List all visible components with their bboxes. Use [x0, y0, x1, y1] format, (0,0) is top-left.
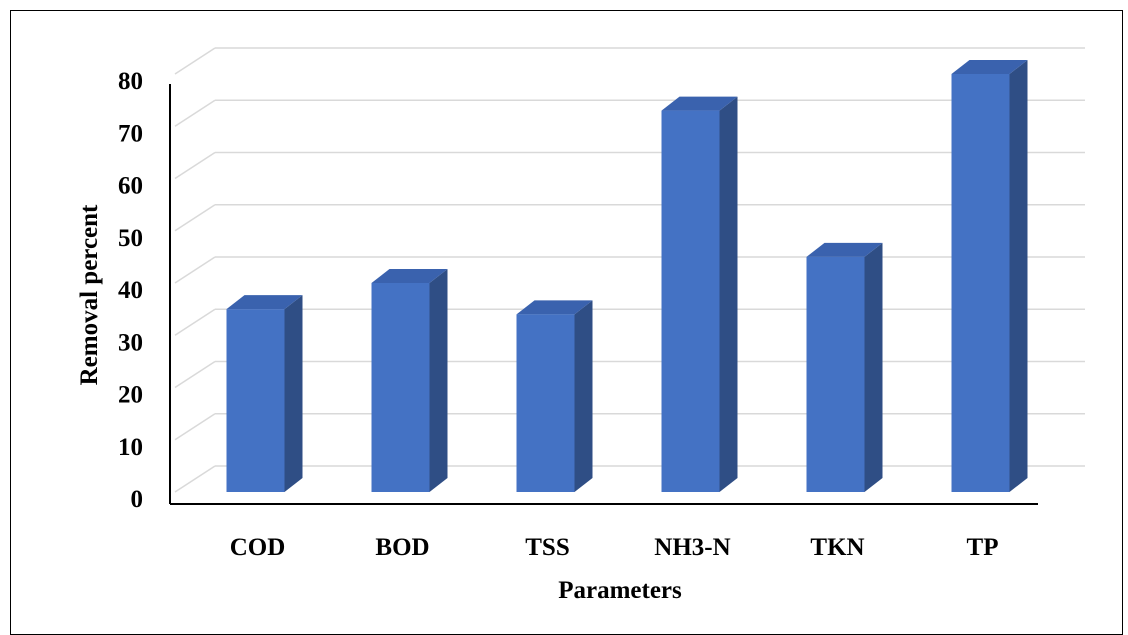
bar-top: [806, 242, 883, 257]
bar-tp: [951, 60, 1028, 492]
y-tick-labels: 0 10 20 30 40 50 60 70 80: [118, 68, 143, 513]
bar-tss: [516, 300, 593, 492]
x-tick-label: COD: [230, 534, 286, 561]
bar-cod: [226, 295, 303, 492]
bar-front: [806, 256, 865, 492]
bar-front: [951, 74, 1010, 492]
y-axis-title: Removal percent: [76, 204, 103, 385]
x-tick-label: BOD: [375, 534, 429, 561]
y-tick-label: 60: [118, 173, 143, 200]
gridline-diagonal: [174, 465, 216, 493]
x-tick-label: TP: [967, 534, 999, 561]
y-tick-label: 70: [118, 120, 143, 147]
x-tick-label: TSS: [525, 534, 569, 561]
axes: [169, 84, 1038, 505]
bar-side: [719, 96, 738, 492]
gridline-diagonal: [174, 308, 216, 336]
bars: [226, 60, 1028, 492]
bar-side: [864, 242, 883, 492]
y-tick-label: 20: [118, 382, 143, 409]
bar-top: [661, 96, 738, 111]
bar-side: [429, 269, 448, 492]
gridline-diagonal: [174, 256, 216, 284]
gridline-diagonal: [174, 151, 216, 180]
bar-front: [516, 314, 575, 492]
y-tick-label: 30: [118, 329, 143, 356]
x-axis-title: Parameters: [558, 577, 682, 604]
bar-front: [371, 283, 430, 492]
x-tick-labels: COD BOD TSS NH3-N TKN TP: [230, 534, 999, 561]
gridline-diagonal: [174, 99, 216, 127]
bar-side: [574, 300, 593, 492]
y-tick-label: 80: [118, 68, 143, 95]
y-tick-label: 40: [118, 277, 143, 304]
y-tick-label: 10: [118, 434, 143, 461]
gridline-diagonal: [174, 413, 216, 441]
gridline-diagonal: [174, 204, 216, 232]
x-tick-label: NH3-N: [654, 534, 730, 561]
bar-side: [1009, 60, 1028, 492]
gridlines: [174, 47, 1085, 493]
bar-side: [284, 295, 303, 492]
x-tick-label: TKN: [810, 534, 864, 561]
bar-top: [951, 60, 1028, 74]
bar-tkn: [806, 242, 883, 492]
y-tick-label: 0: [131, 486, 144, 513]
bar-front: [226, 309, 285, 492]
y-tick-label: 50: [118, 225, 143, 252]
bar-top: [371, 269, 448, 283]
bar-top: [226, 295, 303, 310]
bar-bod: [371, 269, 448, 492]
bar-nh3-n: [661, 96, 738, 492]
bar-top: [516, 300, 593, 315]
bar-front: [661, 110, 720, 492]
gridline-diagonal: [174, 47, 216, 75]
gridline-diagonal: [174, 360, 216, 389]
